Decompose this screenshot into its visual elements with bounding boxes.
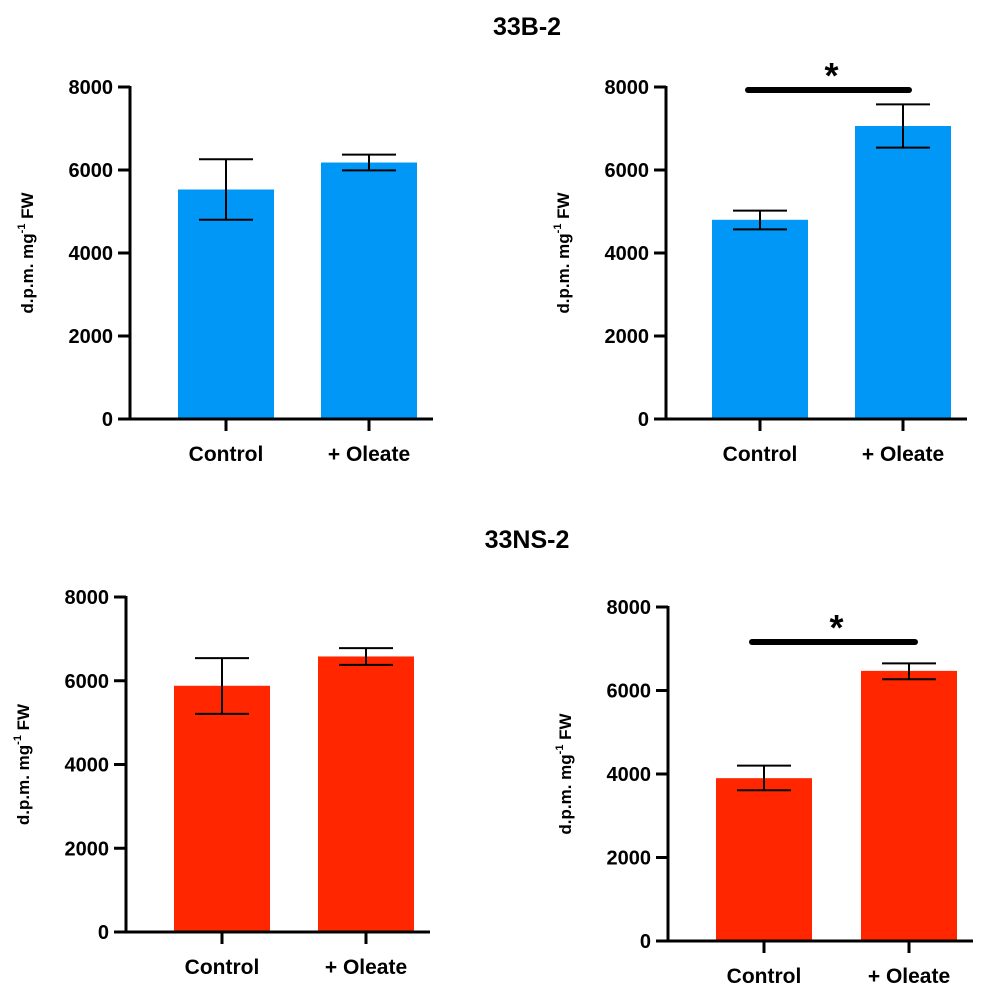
y-axis-title-exponent: -1 [12,735,24,745]
y-axis-title-main: d.p.m. mg [556,754,575,834]
y-axis-title-exponent: -1 [554,745,566,755]
y-tick-label: 8000 [607,597,652,619]
y-axis-title-exponent: -1 [552,224,564,234]
x-tick-label: + Oleate [325,956,407,979]
x-tick-label: Control [723,443,798,466]
chart-panel: 0 2000 4000 6000 8000 Control + Oleate d.p.m. m… [554,597,973,985]
y-tick-label: 6000 [605,160,650,182]
y-tick-label: 2000 [69,326,114,348]
y-tick-label: 4000 [607,764,652,786]
y-axis-title-unit: FW [14,703,33,735]
y-tick-label: 4000 [65,755,110,777]
y-tick-label: 0 [102,409,113,431]
significance-marker: * [824,55,838,96]
y-tick-label: 2000 [605,326,650,348]
y-axis-title-unit: FW [554,191,573,223]
x-tick-label: Control [727,965,802,985]
y-tick-label: 2000 [65,838,110,860]
y-axis-title-unit: FW [556,712,575,744]
y-axis-title: d.p.m. mg-1 FW [554,712,575,834]
y-axis-title-main: d.p.m. mg [18,233,37,313]
x-tick-label: + Oleate [868,965,950,985]
bar [178,189,274,419]
y-tick-label: 8000 [65,587,110,609]
y-axis-title-unit: FW [18,191,37,223]
y-axis-title-main: d.p.m. mg [14,745,33,825]
y-tick-label: 6000 [607,681,652,703]
y-tick-label: 6000 [69,160,114,182]
x-tick-label: + Oleate [328,443,410,466]
y-tick-label: 4000 [69,243,114,265]
x-tick-label: Control [189,443,264,466]
y-tick-label: 0 [98,922,109,944]
y-axis-title: d.p.m. mg-1 FW [16,191,37,313]
y-tick-label: 0 [640,931,651,953]
y-axis-title: d.p.m. mg-1 FW [12,703,33,825]
bar [712,219,808,419]
y-tick-label: 8000 [605,77,650,99]
group-title-bottom: 33NS-2 [485,526,570,554]
y-axis-title: d.p.m. mg-1 FW [552,191,573,313]
y-tick-label: 6000 [65,671,110,693]
group-title-top: 33B-2 [493,13,561,41]
chart-panel: 0 2000 4000 6000 8000 Control + Oleate d.p.m. m… [552,55,967,466]
y-tick-label: 2000 [607,848,652,870]
significance-marker: * [829,607,843,648]
bar [318,656,414,932]
x-tick-label: Control [185,956,260,979]
bar [174,685,270,932]
y-tick-label: 4000 [605,243,650,265]
bar [861,670,957,941]
y-tick-label: 8000 [69,77,114,99]
bar [855,126,951,419]
y-axis-title-main: d.p.m. mg [554,233,573,313]
y-tick-label: 0 [638,409,649,431]
chart-panels: 0 2000 4000 6000 8000 Control + Oleate d.p.m. m… [12,55,973,985]
bar [321,162,417,419]
chart-panel: 0 2000 4000 6000 8000 Control + Oleate d.p.m. m… [12,587,430,979]
bar [716,778,812,941]
x-tick-label: + Oleate [862,443,944,466]
y-axis-title-exponent: -1 [16,224,28,234]
chart-panel: 0 2000 4000 6000 8000 Control + Oleate d.p.m. m… [16,77,433,466]
